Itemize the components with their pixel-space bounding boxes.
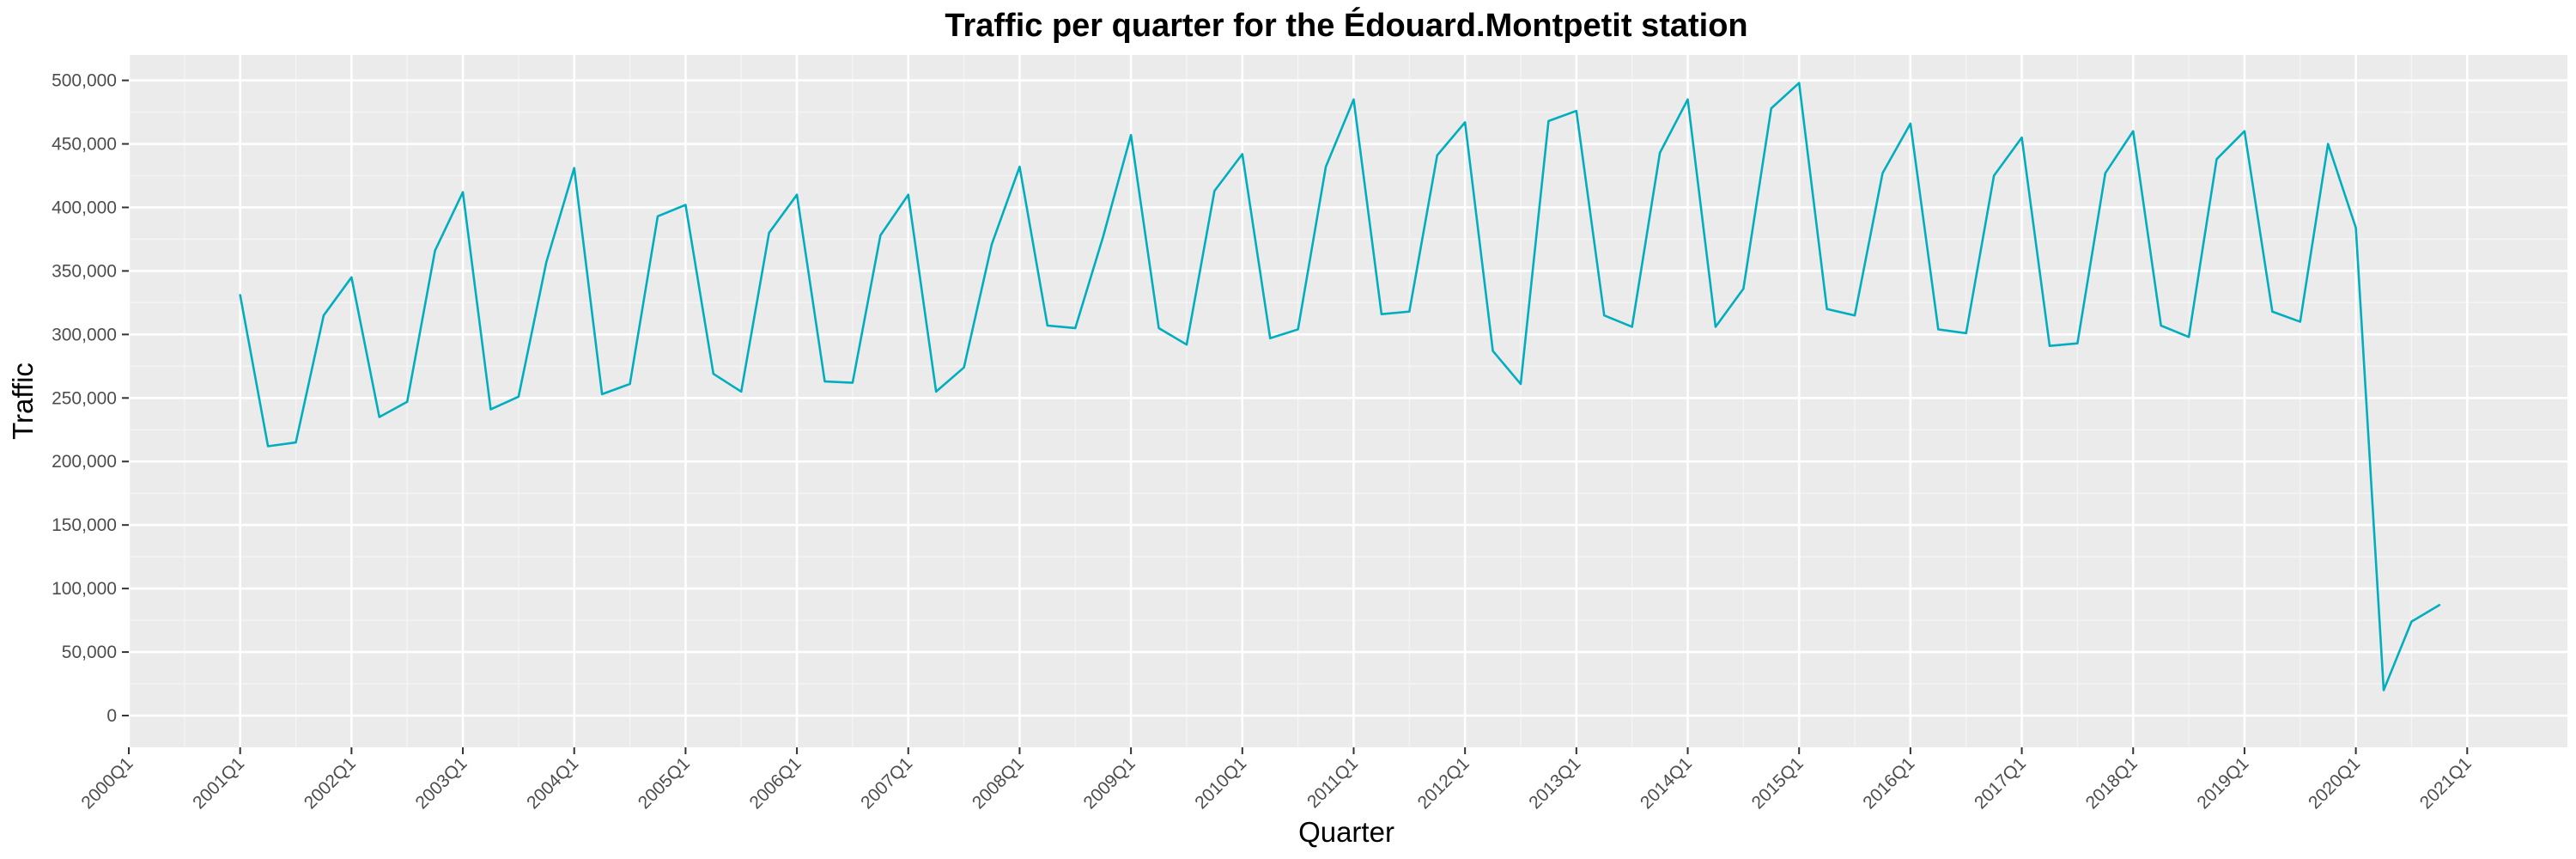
plot-panel	[129, 55, 2567, 747]
x-tick-label: 2011Q1	[1303, 753, 1362, 812]
x-tick-label: 2006Q1	[746, 753, 805, 813]
y-tick-labels: 0 50,000 100,000 150,000 200,000 250,000 300,0…	[52, 71, 117, 726]
x-tick-label: 2015Q1	[1748, 753, 1807, 813]
x-tick-label: 2000Q1	[77, 753, 137, 813]
y-tick-label: 300,000	[52, 325, 117, 344]
y-tick-label: 450,000	[52, 135, 117, 155]
y-axis-title: Traffic	[7, 362, 39, 440]
x-tick-label: 2012Q1	[1414, 753, 1473, 813]
y-tick-label: 200,000	[52, 452, 117, 472]
series-line-1	[239, 82, 2441, 691]
series-layer	[239, 82, 2441, 691]
x-tick-label: 2018Q1	[2082, 753, 2142, 813]
y-tick-label: 50,000	[62, 643, 117, 662]
x-tick-label: 2009Q1	[1080, 753, 1139, 813]
chart-title: Traffic per quarter for the Édouard.Mont…	[945, 6, 1747, 44]
x-tick-label: 2019Q1	[2193, 753, 2252, 813]
x-tick-label: 2004Q1	[523, 753, 582, 813]
x-tick-label: 2016Q1	[1859, 753, 1918, 813]
axis-ticks	[122, 79, 2469, 754]
x-tick-label: 2017Q1	[1971, 753, 2030, 813]
y-tick-label: 400,000	[52, 198, 117, 217]
y-tick-label: 500,000	[52, 71, 117, 91]
x-tick-label: 2003Q1	[411, 753, 471, 813]
y-tick-label: 100,000	[52, 579, 117, 599]
x-tick-label: 2010Q1	[1191, 753, 1250, 813]
x-tick-label: 2001Q1	[189, 753, 248, 813]
x-tick-label: 2014Q1	[1637, 753, 1696, 813]
x-tick-label: 2008Q1	[969, 753, 1028, 813]
x-tick-label: 2002Q1	[301, 753, 360, 813]
major-gridlines	[127, 55, 2567, 747]
x-tick-label: 2020Q1	[2305, 753, 2364, 813]
x-tick-label: 2021Q1	[2416, 753, 2476, 813]
x-tick-label: 2005Q1	[635, 753, 694, 813]
x-tick-labels: 2000Q1 2001Q1 2002Q1 2003Q1 2004Q1 2005Q1 2006…	[77, 753, 2475, 813]
x-tick-label: 2007Q1	[857, 753, 916, 813]
y-tick-label: 0	[106, 706, 117, 726]
y-tick-label: 150,000	[52, 515, 117, 535]
y-tick-label: 350,000	[52, 261, 117, 281]
y-tick-label: 250,000	[52, 388, 117, 408]
x-axis-title: Quarter	[1298, 816, 1394, 848]
x-tick-label: 2013Q1	[1525, 753, 1584, 813]
